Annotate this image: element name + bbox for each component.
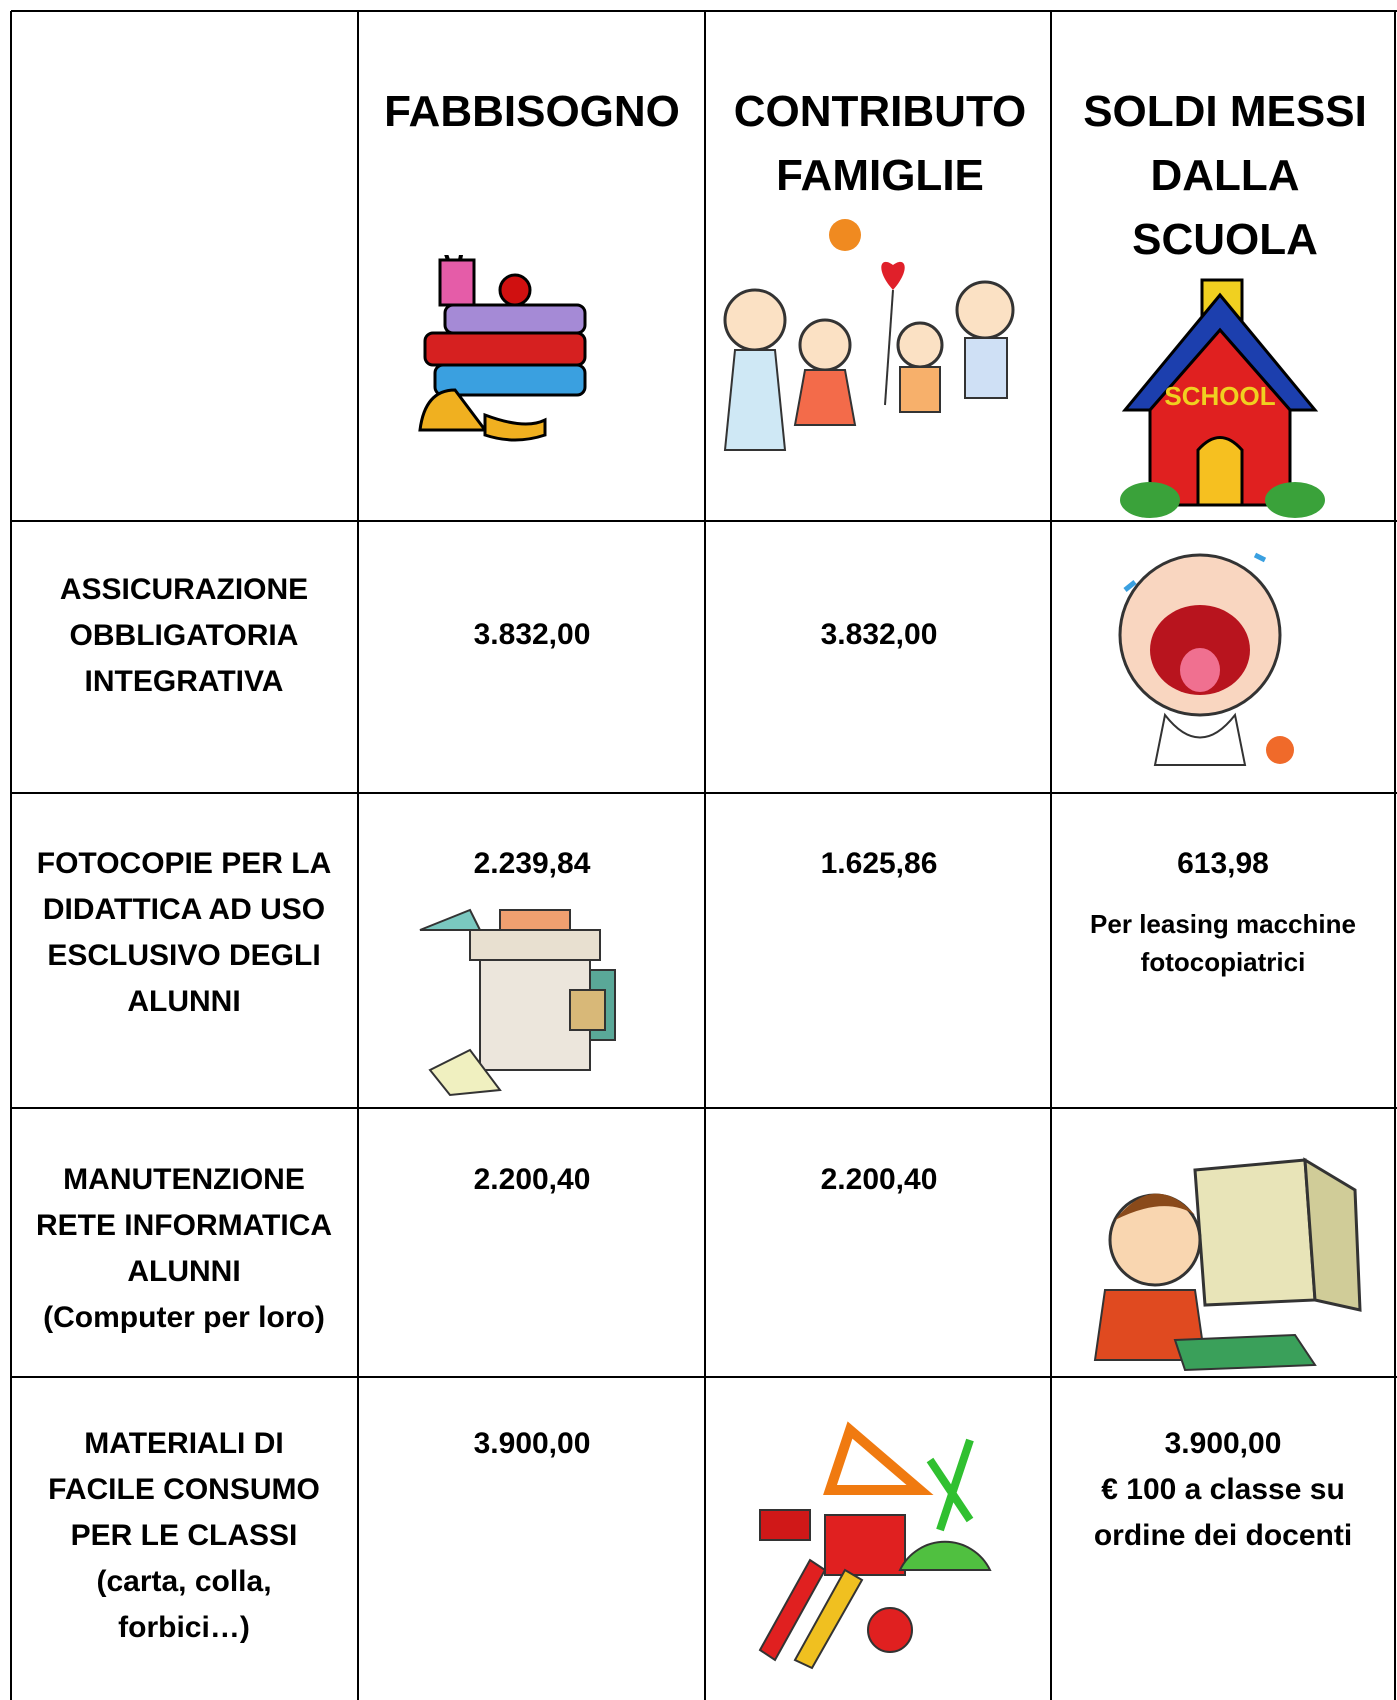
border bbox=[357, 11, 359, 1700]
border bbox=[11, 520, 1397, 522]
cell-value: 2.239,84 bbox=[473, 847, 591, 880]
row-sublabel: (Computer per loro) bbox=[43, 1301, 325, 1334]
header-cell: SOLDI MESSI DALLA SCUOLA bbox=[1083, 87, 1367, 264]
cell-value: 613,98 bbox=[1177, 847, 1269, 880]
header-cell: CONTRIBUTO FAMIGLIE bbox=[733, 87, 1027, 200]
cell-value: 3.832,00 bbox=[820, 618, 938, 651]
border bbox=[11, 792, 1397, 794]
cell-note: Per leasing macchine fotocopiatrici bbox=[1090, 909, 1356, 977]
copier-icon bbox=[419, 908, 616, 1097]
row-label: MANUTENZIONE RETE INFORMATICA ALUNNI bbox=[35, 1163, 333, 1288]
school-icon: SCHOOL bbox=[1120, 278, 1325, 518]
cell-value: 2.200,40 bbox=[820, 1163, 938, 1196]
row-label: MATERIALI DI FACILE CONSUMO PER LE CLASS… bbox=[48, 1427, 320, 1552]
cell-value: 1.625,86 bbox=[820, 847, 938, 880]
computer-kid-icon bbox=[1093, 1157, 1362, 1372]
border bbox=[704, 11, 706, 1700]
row-label: ASSICURAZIONE OBBLIGATORIA INTEGRATIVA bbox=[59, 573, 309, 698]
stationery-icon bbox=[758, 1421, 992, 1670]
family-icon bbox=[723, 219, 1015, 451]
cell: 613,98 Per leasing macchine fotocopiatri… bbox=[1060, 841, 1386, 981]
cell: MANUTENZIONE RETE INFORMATICA ALUNNI (Co… bbox=[30, 1157, 338, 1341]
cell-note: € 100 a classe su ordine dei docenti bbox=[1093, 1473, 1353, 1552]
border bbox=[1394, 11, 1396, 1700]
baby-icon bbox=[1118, 552, 1294, 766]
cell: 3.900,00 € 100 a classe su ordine dei do… bbox=[1060, 1421, 1386, 1559]
svg-text:SCHOOL: SCHOOL bbox=[1164, 381, 1275, 411]
cell-value: 3.900,00 bbox=[473, 1427, 591, 1460]
cell-value: 3.832,00 bbox=[473, 618, 591, 651]
cell: MATERIALI DI FACILE CONSUMO PER LE CLASS… bbox=[30, 1421, 338, 1651]
border bbox=[1050, 11, 1052, 1700]
border bbox=[11, 1107, 1397, 1109]
border bbox=[11, 10, 1397, 12]
cell-value: 3.900,00 bbox=[1164, 1427, 1282, 1460]
header-cell: FABBISOGNO bbox=[384, 87, 680, 136]
row-label: FOTOCOPIE PER LA DIDATTICA AD USO ESCLUS… bbox=[36, 847, 332, 1018]
cell-value: 2.200,40 bbox=[473, 1163, 591, 1196]
books-icon bbox=[418, 255, 587, 442]
border bbox=[10, 11, 12, 1700]
border bbox=[11, 1376, 1397, 1378]
row-sublabel: (carta, colla, forbici…) bbox=[96, 1565, 272, 1644]
